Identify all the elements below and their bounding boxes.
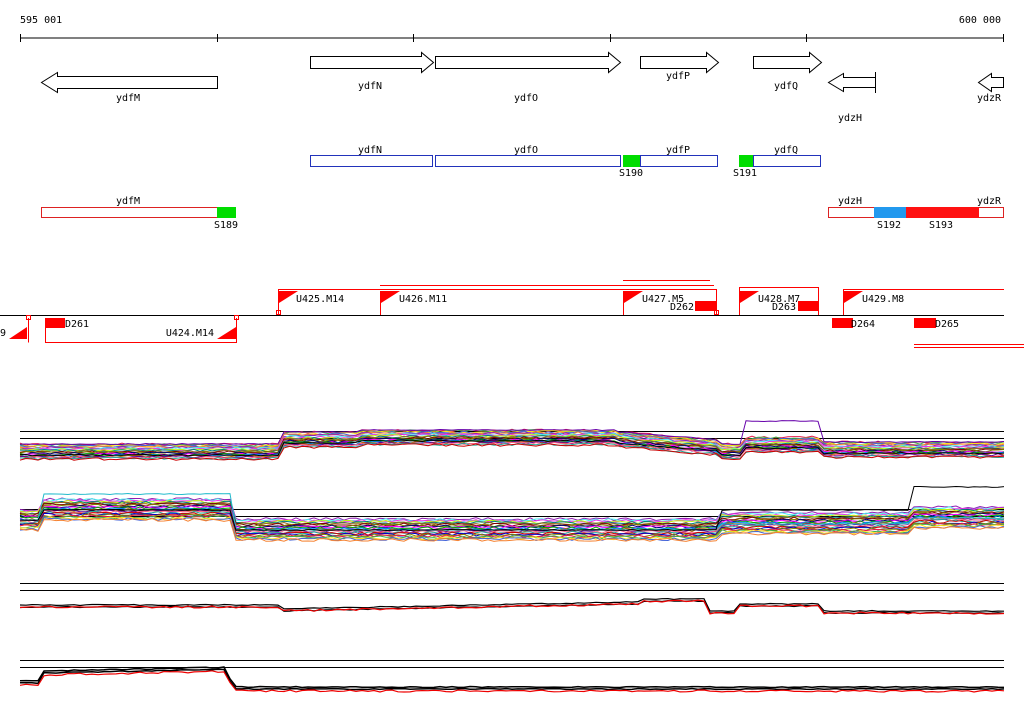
gene-label-ydfM: ydfM [116,93,140,104]
gene-arrow-ydzH[interactable] [829,74,876,92]
gene-arrow-ydfM[interactable] [42,73,218,93]
transcript-ydfM[interactable] [42,208,218,218]
gene-arrow-ydfP[interactable] [641,53,719,73]
downshift-D265[interactable] [914,318,936,328]
site-S190[interactable] [623,155,640,167]
site-label-S190: S190 [619,168,643,179]
transcript-label-ydfN: ydfN [358,145,382,156]
gene-ydfP[interactable]: ydfP [641,53,719,83]
transcript-label-ydzR: ydzR [977,196,1002,207]
flag-U429[interactable] [844,291,863,303]
flag-U428[interactable] [740,291,759,303]
site-S192[interactable] [874,207,906,218]
gene-label-ydfP: ydfP [666,71,690,82]
coordinate-ruler: 595 001 600 000 [20,15,1004,42]
gene-label-ydfQ: ydfQ [774,81,798,92]
gene-ydzR[interactable]: ydzR [977,74,1004,105]
site-S189[interactable] [217,207,236,218]
gene-annotation-track: ydfM ydfN ydfO ydfP ydfQ ydzH ydzR [42,53,1004,125]
gene-label-ydzR: ydzR [977,93,1002,104]
transcript-label-ydzH: ydzH [838,196,862,207]
flag-U426[interactable] [381,291,400,303]
downshift-D262[interactable] [695,301,716,311]
panel3-trace-red [20,600,1004,614]
panel3-trace-black-a [20,599,1004,612]
flag-U424[interactable] [217,327,236,339]
gene-arrow-ydfN[interactable] [311,53,434,73]
gene-ydfN[interactable]: ydfN [311,53,434,93]
expression-panels [20,421,1004,692]
transcript-ydfP[interactable] [641,156,718,167]
gene-label-ydzH: ydzH [838,113,862,124]
site-label-S192: S192 [877,220,901,231]
downshift-label-D261: D261 [65,319,89,330]
expression-panel-2 [20,487,1004,542]
gene-ydfO[interactable]: ydfO [436,53,621,105]
gene-arrow-ydfQ[interactable] [754,53,822,73]
expression-panel-3 [20,584,1004,615]
transcript-label-ydfM: ydfM [116,196,140,207]
downshift-D261[interactable] [45,318,65,328]
ruler-start-label: 595 001 [20,15,62,26]
segmentation-track: U425.M14 U426.M11 U427.M5 U428.M7 U429.M… [0,281,1024,348]
gene-ydzH[interactable]: ydzH [829,72,876,124]
panel2-tracks [20,487,1004,542]
ruler-end-label: 600 000 [959,15,1001,26]
gene-label-ydfN: ydfN [358,81,382,92]
transcript-ydfQ[interactable] [754,156,821,167]
transcript-label-ydfO: ydfO [514,145,538,156]
downshift-label-D264: D264 [851,319,875,330]
panel1-tracks [20,421,1004,461]
expression-panel-1 [20,421,1004,461]
segment-label-U425: U425.M14 [296,294,344,305]
transcript-ydfN[interactable] [311,156,433,167]
segment-label-U426: U426.M11 [399,294,447,305]
transcript-label-ydfP: ydfP [666,145,690,156]
gene-arrow-ydzR[interactable] [979,74,1004,92]
panel4-tracks [20,667,1004,692]
segment-label-U424: U424.M14 [166,328,214,339]
segment-label-partial: 9 [0,328,6,339]
site-label-S189: S189 [214,220,238,231]
panel3-tracks [20,599,1004,614]
site-S193[interactable] [906,207,979,218]
transcript-track: ydfN ydfO ydfP ydfQ ydfM ydzH ydzR S189 … [42,145,1004,231]
gene-ydfM[interactable]: ydfM [42,73,218,105]
site-label-S191: S191 [733,168,757,179]
downshift-blocks [45,301,936,328]
downshift-label-D263: D263 [772,302,796,313]
segment-label-U429: U429.M8 [862,294,904,305]
expression-panel-4 [20,661,1004,693]
gene-arrow-ydfO[interactable] [436,53,621,73]
gene-ydfQ[interactable]: ydfQ [754,53,822,93]
flag-U427[interactable] [624,291,643,303]
site-label-S193: S193 [929,220,953,231]
transcript-label-ydfQ: ydfQ [774,145,798,156]
transcript-ydfO[interactable] [436,156,621,167]
downshift-label-D262: D262 [670,302,694,313]
downshift-D263[interactable] [798,301,818,311]
site-S191[interactable] [739,155,753,167]
downshift-label-D265: D265 [935,319,959,330]
gene-label-ydfO: ydfO [514,93,538,104]
flag-partial[interactable] [9,327,27,339]
downshift-D264[interactable] [832,318,853,328]
